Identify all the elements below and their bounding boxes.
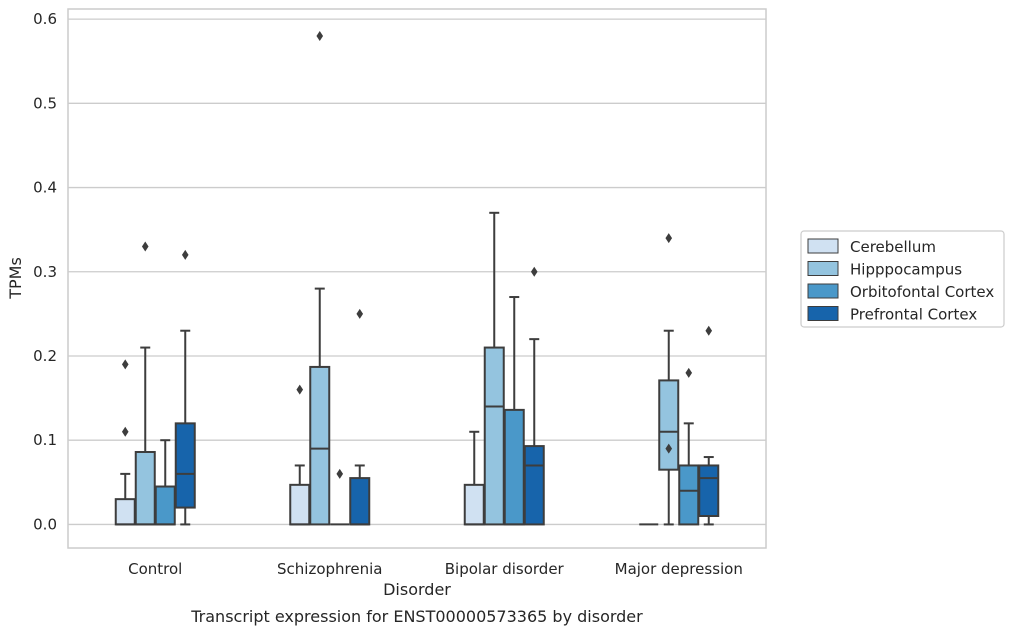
- box-group: [678, 367, 700, 526]
- box-group: [658, 233, 680, 526]
- box-group: [349, 308, 371, 526]
- legend-label: Orbitofontal Cortex: [850, 283, 994, 301]
- box: [309, 365, 331, 526]
- legend-swatch: [807, 283, 839, 299]
- x-tick-label: Major depression: [615, 560, 743, 578]
- box-group: [134, 241, 156, 526]
- y-tick-label: 0.6: [33, 10, 57, 28]
- outlier-point: [121, 426, 129, 437]
- x-tick-label: Control: [128, 560, 182, 578]
- outlier-point: [296, 384, 304, 395]
- box-group: [463, 430, 485, 526]
- y-tick-label: 0.4: [33, 179, 57, 197]
- box: [523, 445, 545, 526]
- x-axis-label: Disorder: [383, 580, 451, 599]
- box: [483, 346, 505, 526]
- legend-swatch: [807, 238, 839, 254]
- box: [463, 483, 485, 526]
- x-tick-label: Bipolar disorder: [445, 560, 565, 578]
- outlier-point: [181, 249, 189, 260]
- plot-area: [114, 30, 720, 526]
- box-group: [330, 468, 350, 526]
- x-tick-labels: Control Schizophrenia Bipolar disorder Majo…: [128, 560, 743, 578]
- box-group: [698, 325, 720, 526]
- outlier-point: [316, 30, 324, 41]
- box: [698, 464, 720, 517]
- y-tick-labels: 0.0 0.1 0.2 0.3 0.4 0.5 0.6: [33, 10, 57, 533]
- legend-label: Hipppocampus: [850, 261, 962, 279]
- box: [154, 485, 176, 526]
- box: [134, 450, 156, 526]
- outlier-point: [685, 367, 693, 378]
- box: [114, 498, 136, 526]
- outlier-point: [530, 266, 538, 277]
- legend-label: Prefrontal Cortex: [850, 306, 977, 324]
- outlier-point: [336, 468, 344, 479]
- box-group: [523, 266, 545, 526]
- chart-title: Transcript expression for ENST0000057336…: [190, 607, 643, 626]
- box-group: [289, 384, 311, 526]
- box: [678, 464, 700, 526]
- box: [658, 379, 680, 471]
- legend-swatch: [807, 261, 839, 276]
- y-tick-label: 0.5: [33, 94, 57, 112]
- outlier-point: [665, 443, 673, 454]
- box: [174, 422, 196, 509]
- axes-frame: [67, 8, 767, 549]
- outlier-point: [705, 325, 713, 336]
- outlier-point: [356, 308, 364, 319]
- y-tick-label: 0.3: [33, 263, 57, 281]
- box: [503, 408, 525, 526]
- y-tick-label: 0.2: [33, 347, 57, 365]
- outlier-point: [121, 359, 129, 370]
- legend-swatch: [807, 306, 839, 321]
- box-group: [174, 249, 196, 526]
- box-group: [503, 296, 525, 526]
- box: [289, 483, 311, 526]
- y-tick-label: 0.0: [33, 515, 57, 533]
- legend-label: Cerebellum: [850, 238, 936, 256]
- box: [349, 477, 371, 526]
- box-group: [483, 211, 505, 526]
- y-tick-label: 0.1: [33, 431, 57, 449]
- box-group: [114, 359, 136, 526]
- outlier-point: [665, 233, 673, 244]
- box-group: [154, 439, 176, 526]
- outlier-point: [141, 241, 149, 252]
- legend: Cerebellum Hipppocampus Orbitofontal Corte…: [800, 230, 1005, 328]
- y-axis-label: TPMs: [6, 257, 25, 300]
- box-group: [309, 30, 331, 526]
- x-tick-label: Schizophrenia: [277, 560, 382, 578]
- legend-frame: [800, 230, 1005, 328]
